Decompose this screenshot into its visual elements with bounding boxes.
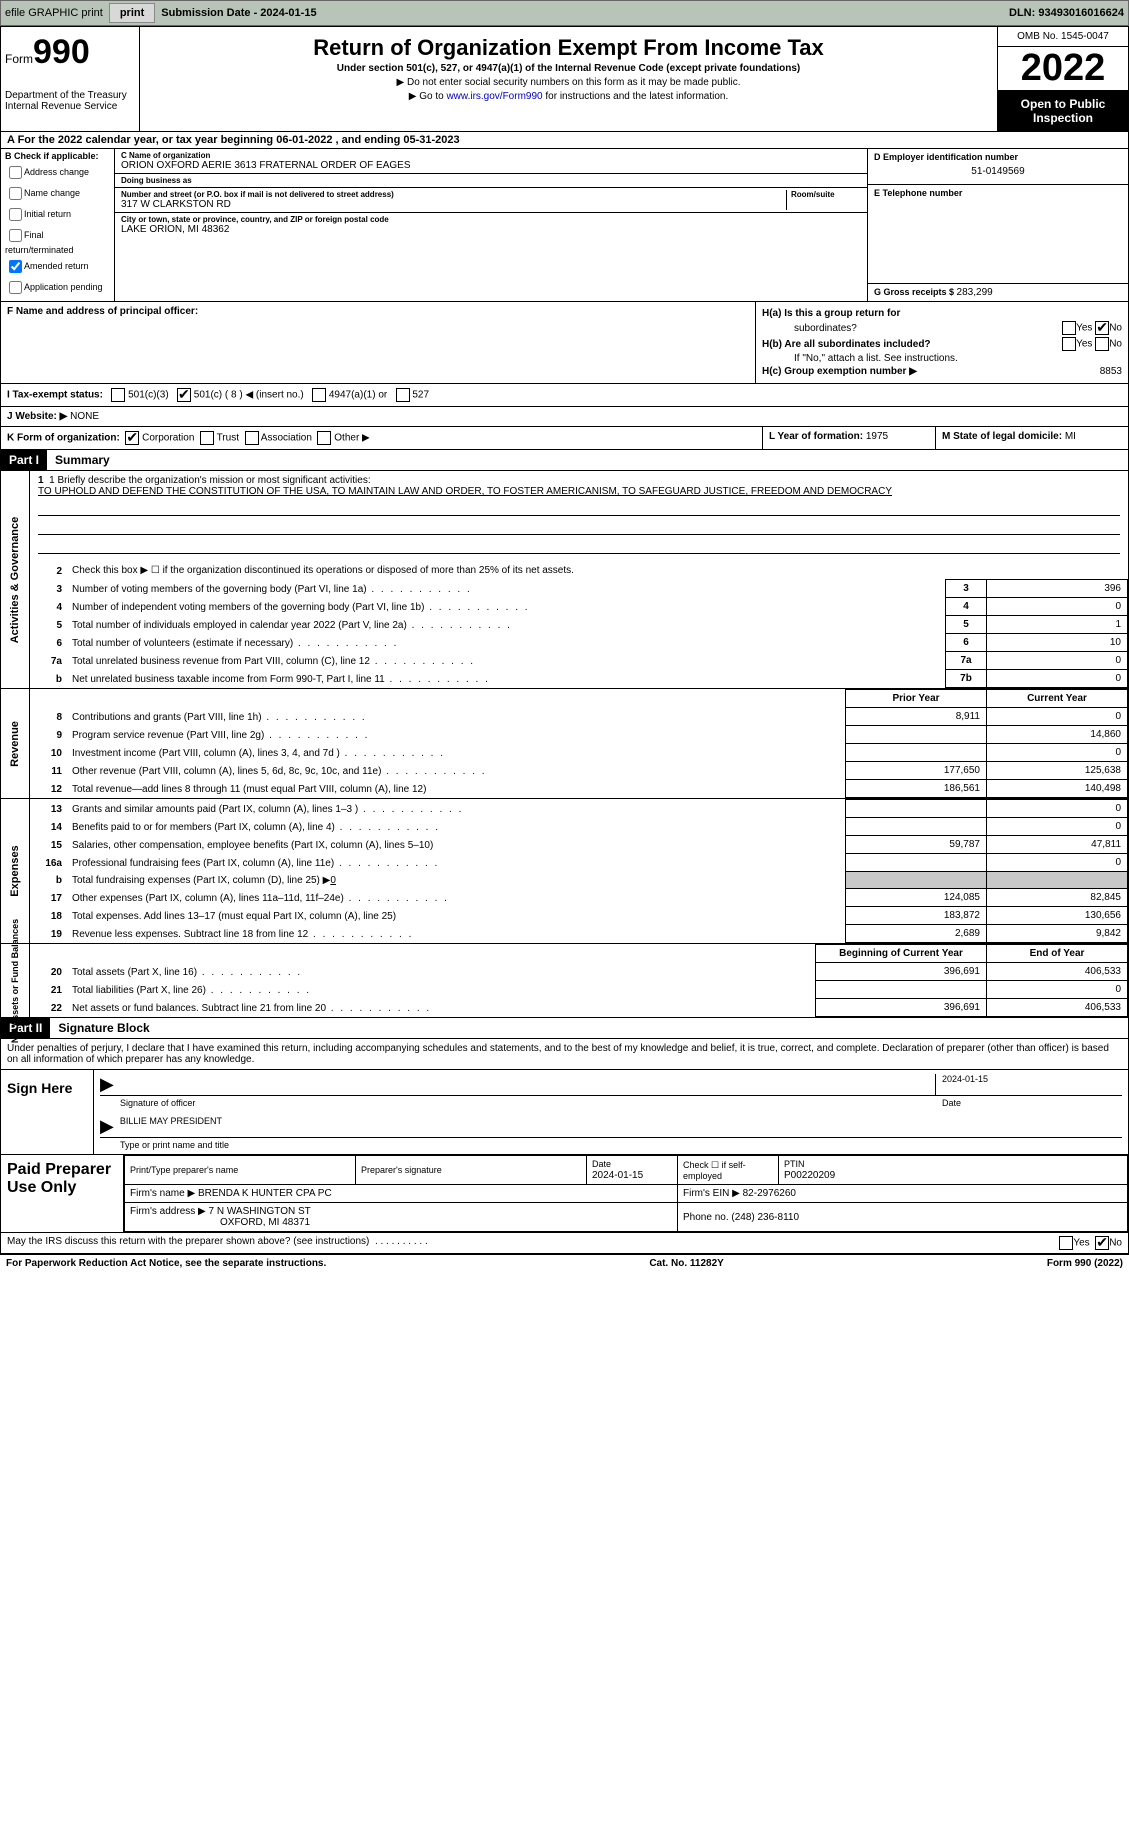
- city-state-zip: LAKE ORION, MI 48362: [121, 224, 861, 235]
- net-assets-table: Beginning of Current YearEnd of Year 20T…: [30, 944, 1128, 1017]
- mission-block: 1 1 Briefly describe the organization's …: [30, 471, 1128, 562]
- vlabel-governance: Activities & Governance: [1, 471, 30, 688]
- org-name: ORION OXFORD AERIE 3613 FRATERNAL ORDER …: [121, 160, 861, 171]
- paid-preparer-label: Paid Preparer Use Only: [1, 1155, 124, 1232]
- paid-preparer-table: Print/Type preparer's name Preparer's si…: [124, 1155, 1128, 1232]
- form-title-block: Return of Organization Exempt From Incom…: [140, 27, 997, 131]
- part2-header: Part II: [1, 1018, 50, 1038]
- vlabel-revenue: Revenue: [1, 689, 30, 798]
- tax-exempt-status: I Tax-exempt status: 501(c)(3) 501(c) ( …: [1, 384, 1128, 406]
- chk-address-change[interactable]: Address change: [5, 163, 110, 182]
- governance-table: 2Check this box ▶ ☐ if the organization …: [30, 562, 1128, 688]
- chk-name-change[interactable]: Name change: [5, 184, 110, 203]
- revenue-table: Prior YearCurrent Year 8Contributions an…: [30, 689, 1128, 798]
- top-toolbar: efile GRAPHIC print print Submission Dat…: [0, 0, 1129, 26]
- row-a-tax-year: A For the 2022 calendar year, or tax yea…: [1, 132, 1128, 149]
- chk-amended-return[interactable]: Amended return: [5, 257, 110, 276]
- street-address: 317 W CLARKSTON RD: [121, 199, 782, 210]
- irs-link[interactable]: www.irs.gov/Form990: [446, 91, 542, 102]
- year-block: OMB No. 1545-0047 2022 Open to Public In…: [997, 27, 1128, 131]
- form-title: Return of Organization Exempt From Incom…: [150, 35, 987, 61]
- chk-initial-return[interactable]: Initial return: [5, 205, 110, 224]
- sign-here-label: Sign Here: [1, 1070, 94, 1154]
- chk-application-pending[interactable]: Application pending: [5, 278, 110, 297]
- year-formation: L Year of formation: 1975: [763, 427, 936, 449]
- signature-area: ▶ 2024-01-15 Signature of officerDate ▶ …: [94, 1070, 1128, 1154]
- part2-title: Signature Block: [50, 1019, 157, 1037]
- print-button[interactable]: print: [109, 3, 155, 23]
- gross-receipts: 283,299: [957, 287, 993, 298]
- expenses-table: 13Grants and similar amounts paid (Part …: [30, 799, 1128, 943]
- principal-officer: F Name and address of principal officer:: [1, 302, 756, 383]
- efile-label: efile GRAPHIC print: [5, 7, 103, 19]
- state-domicile: M State of legal domicile: MI: [936, 427, 1128, 449]
- submission-date: Submission Date - 2024-01-15: [161, 7, 316, 19]
- chk-final-return[interactable]: Final return/terminated: [5, 226, 110, 255]
- part1-header: Part I: [1, 450, 47, 470]
- part1-title: Summary: [47, 451, 118, 469]
- ein: 51-0149569: [874, 162, 1122, 181]
- group-exemption: 8853: [1100, 366, 1122, 377]
- website-row: J Website: ▶ NONE: [1, 407, 1128, 427]
- vlabel-net-assets: Net Assets or Fund Balances: [1, 944, 30, 1017]
- form-of-org: K Form of organization: Corporation Trus…: [1, 427, 763, 449]
- col-b-checkboxes: B Check if applicable: Address change Na…: [1, 149, 115, 301]
- group-return-block: H(a) Is this a group return for subordin…: [756, 302, 1128, 383]
- irs-discuss-row: May the IRS discuss this return with the…: [1, 1233, 1128, 1254]
- signature-declaration: Under penalties of perjury, I declare th…: [1, 1039, 1128, 1070]
- dln: DLN: 93493016016624: [1009, 7, 1124, 19]
- form-id-block: Form990 Department of the Treasury Inter…: [1, 27, 140, 131]
- footer: For Paperwork Reduction Act Notice, see …: [0, 1255, 1129, 1272]
